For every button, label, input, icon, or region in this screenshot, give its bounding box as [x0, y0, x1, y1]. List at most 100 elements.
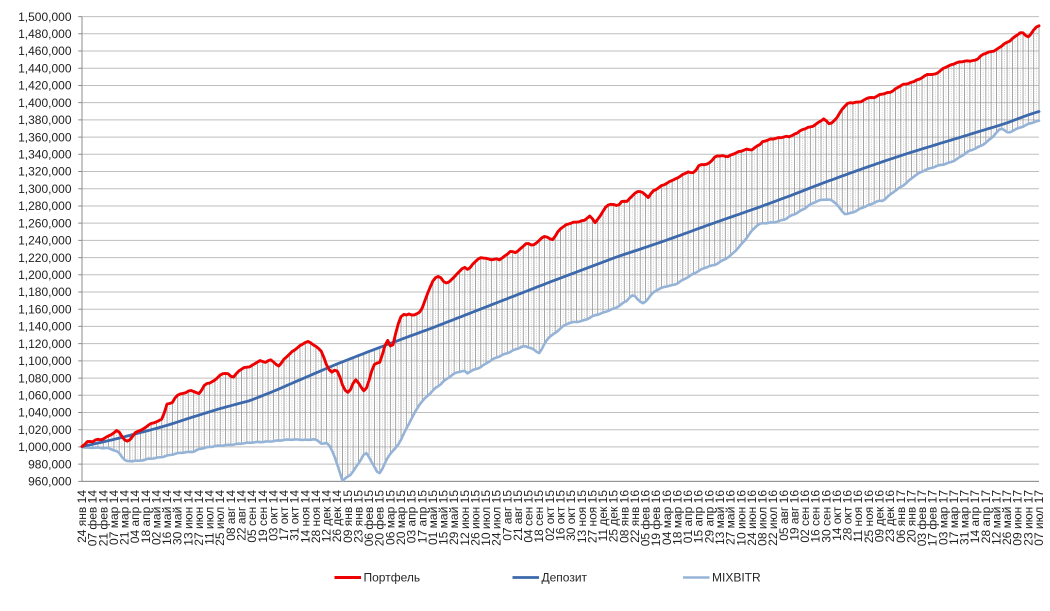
svg-text:26 май 17: 26 май 17 [1000, 490, 1014, 545]
svg-text:28 апр 17: 28 апр 17 [979, 490, 993, 544]
svg-text:29 апр 16: 29 апр 16 [702, 490, 716, 544]
svg-text:1,340,000: 1,340,000 [18, 148, 72, 162]
svg-text:1,100,000: 1,100,000 [18, 354, 72, 368]
svg-text:11 дек 15: 11 дек 15 [596, 490, 610, 542]
svg-text:1,180,000: 1,180,000 [18, 285, 72, 299]
svg-text:27 май 16: 27 май 16 [724, 490, 738, 545]
svg-text:15 апр 16: 15 апр 16 [692, 490, 706, 544]
svg-text:14 апр 17: 14 апр 17 [968, 490, 982, 544]
svg-text:27 ноя 15: 27 ноя 15 [585, 490, 599, 543]
svg-text:19 авг 16: 19 авг 16 [787, 490, 801, 541]
svg-text:21 авг 15: 21 авг 15 [511, 490, 525, 541]
svg-text:07 авг 15: 07 авг 15 [500, 490, 514, 541]
svg-text:08 авг 14: 08 авг 14 [224, 490, 238, 541]
svg-text:1,200,000: 1,200,000 [18, 268, 72, 282]
svg-text:Депозит: Депозит [542, 571, 588, 585]
svg-text:1,280,000: 1,280,000 [18, 199, 72, 213]
svg-text:1,000,000: 1,000,000 [18, 440, 72, 454]
svg-text:30 май 14: 30 май 14 [171, 490, 185, 545]
svg-text:13 июн 14: 13 июн 14 [181, 490, 195, 546]
svg-text:11 ноя 16: 11 ноя 16 [851, 490, 865, 543]
svg-text:28 окт 16: 28 окт 16 [841, 490, 855, 541]
svg-text:1,440,000: 1,440,000 [18, 61, 72, 75]
svg-text:23 янв 15: 23 янв 15 [351, 490, 365, 543]
svg-text:03 фев 17: 03 фев 17 [915, 490, 929, 547]
svg-text:1,460,000: 1,460,000 [18, 44, 72, 58]
svg-text:22 янв 16: 22 янв 16 [628, 490, 642, 543]
svg-text:04 сен 15: 04 сен 15 [522, 490, 536, 543]
svg-text:1,220,000: 1,220,000 [18, 251, 72, 265]
svg-text:15 май 15: 15 май 15 [437, 490, 451, 545]
svg-text:1,300,000: 1,300,000 [18, 182, 72, 196]
svg-text:02 сен 16: 02 сен 16 [798, 490, 812, 543]
svg-text:09 янв 15: 09 янв 15 [341, 490, 355, 543]
svg-text:03 апр 15: 03 апр 15 [405, 490, 419, 544]
svg-text:20 фев 15: 20 фев 15 [373, 490, 387, 547]
svg-text:1,360,000: 1,360,000 [18, 130, 72, 144]
svg-text:1,380,000: 1,380,000 [18, 113, 72, 127]
svg-text:12 май 17: 12 май 17 [989, 490, 1003, 545]
svg-text:26 дек 14: 26 дек 14 [330, 490, 344, 543]
svg-text:12 июн 15: 12 июн 15 [458, 490, 472, 546]
svg-text:1,140,000: 1,140,000 [18, 320, 72, 334]
svg-text:04 апр 14: 04 апр 14 [128, 490, 142, 544]
svg-text:16 май 14: 16 май 14 [160, 490, 174, 545]
svg-text:25 июл 14: 25 июл 14 [213, 490, 227, 546]
svg-text:18 сен 15: 18 сен 15 [532, 490, 546, 543]
svg-text:17 апр 15: 17 апр 15 [415, 490, 429, 544]
svg-text:23 дек 16: 23 дек 16 [883, 490, 897, 543]
svg-text:1,400,000: 1,400,000 [18, 96, 72, 110]
svg-text:22 авг 14: 22 авг 14 [235, 490, 249, 541]
svg-text:22 июл 16: 22 июл 16 [766, 490, 780, 546]
svg-text:02 окт 15: 02 окт 15 [543, 490, 557, 541]
svg-text:20 янв 17: 20 янв 17 [904, 490, 918, 543]
svg-text:1,020,000: 1,020,000 [18, 423, 72, 437]
svg-text:1,060,000: 1,060,000 [18, 388, 72, 402]
svg-text:30 окт 15: 30 окт 15 [564, 490, 578, 541]
svg-text:1,420,000: 1,420,000 [18, 79, 72, 93]
svg-text:07 мар 14: 07 мар 14 [107, 490, 121, 545]
svg-text:19 сен 14: 19 сен 14 [256, 490, 270, 543]
svg-text:06 янв 17: 06 янв 17 [894, 490, 908, 543]
svg-text:19 фев 16: 19 фев 16 [649, 490, 663, 547]
svg-text:17 фев 17: 17 фев 17 [926, 490, 940, 547]
svg-text:24 июл 15: 24 июл 15 [490, 490, 504, 546]
svg-text:23 июн 17: 23 июн 17 [1021, 490, 1035, 546]
svg-text:08 июл 16: 08 июл 16 [756, 490, 770, 546]
svg-text:21 мар 14: 21 мар 14 [118, 490, 132, 545]
svg-text:16 сен 16: 16 сен 16 [809, 490, 823, 543]
svg-text:11 июл 14: 11 июл 14 [203, 490, 217, 545]
svg-text:1,040,000: 1,040,000 [18, 406, 72, 420]
svg-text:960,000: 960,000 [28, 475, 72, 489]
svg-text:16 окт 15: 16 окт 15 [554, 490, 568, 541]
svg-text:03 окт 14: 03 окт 14 [266, 490, 280, 541]
svg-text:25 ноя 16: 25 ноя 16 [862, 490, 876, 543]
svg-text:14 ноя 14: 14 ноя 14 [298, 490, 312, 543]
svg-text:1,120,000: 1,120,000 [18, 337, 72, 351]
svg-text:Портфель: Портфель [364, 571, 421, 585]
svg-text:1,080,000: 1,080,000 [18, 371, 72, 385]
svg-text:1,260,000: 1,260,000 [18, 216, 72, 230]
svg-text:18 мар 16: 18 мар 16 [670, 490, 684, 545]
svg-text:06 мар 15: 06 мар 15 [383, 490, 397, 545]
svg-text:02 май 14: 02 май 14 [149, 490, 163, 545]
svg-text:29 май 15: 29 май 15 [447, 490, 461, 545]
svg-text:17 окт 14: 17 окт 14 [277, 490, 291, 541]
svg-text:05 сен 14: 05 сен 14 [245, 490, 259, 543]
svg-text:26 июн 15: 26 июн 15 [468, 490, 482, 546]
svg-text:28 ноя 14: 28 ноя 14 [309, 490, 323, 543]
svg-text:31 окт 14: 31 окт 14 [288, 490, 302, 541]
svg-text:24 янв 14: 24 янв 14 [75, 490, 89, 543]
svg-text:27 июн 14: 27 июн 14 [192, 490, 206, 546]
svg-text:1,240,000: 1,240,000 [18, 234, 72, 248]
svg-text:1,160,000: 1,160,000 [18, 302, 72, 316]
svg-text:03 мар 17: 03 мар 17 [936, 490, 950, 545]
svg-text:980,000: 980,000 [28, 457, 72, 471]
svg-text:21 фев 14: 21 фев 14 [96, 490, 110, 547]
svg-text:04 мар 16: 04 мар 16 [660, 490, 674, 545]
svg-text:10 июл 15: 10 июл 15 [479, 490, 493, 546]
svg-text:MIXBITR: MIXBITR [712, 571, 761, 585]
svg-text:13 май 16: 13 май 16 [713, 490, 727, 545]
svg-text:07 июл 17: 07 июл 17 [1032, 490, 1046, 546]
svg-text:06 фев 15: 06 фев 15 [362, 490, 376, 547]
